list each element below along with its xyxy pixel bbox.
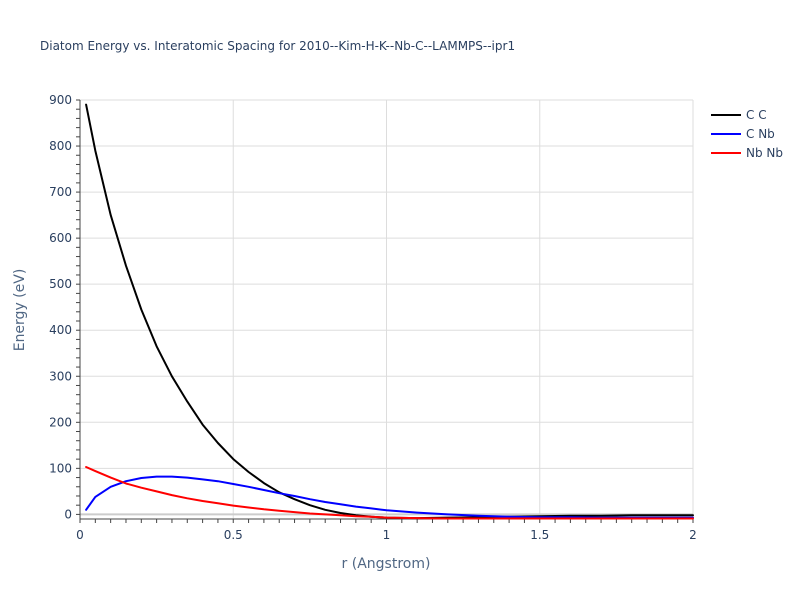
series-line-c-c [85, 103, 694, 520]
legend-item[interactable]: C Nb [711, 127, 775, 141]
grid-lines [80, 99, 694, 519]
legend-item[interactable]: C C [711, 108, 767, 122]
axes: 0 0.5 1 1.5 2 0 100 200 300 400 500 600 700 800 900 [49, 93, 697, 542]
legend-label: C Nb [746, 127, 775, 141]
y-tick-label: 500 [49, 277, 72, 291]
legend-item[interactable]: Nb Nb [711, 146, 783, 160]
x-tick-label: 0 [76, 528, 84, 542]
legend-label: Nb Nb [746, 146, 783, 160]
x-tick-label: 1.5 [530, 528, 549, 542]
plot-area [85, 103, 694, 520]
series-line-nb-nb [85, 466, 694, 520]
legend-label: C C [746, 108, 767, 122]
y-tick-label: 0 [64, 507, 72, 521]
y-tick-label: 700 [49, 185, 72, 199]
legend[interactable]: C C C Nb Nb Nb [711, 108, 783, 160]
y-tick-label: 900 [49, 93, 72, 107]
series-line-c-nb [85, 475, 694, 519]
y-tick-label: 200 [49, 415, 72, 429]
x-tick-label: 0.5 [224, 528, 243, 542]
x-tick-label: 1 [383, 528, 391, 542]
y-axis-title: Energy (eV) [12, 269, 28, 352]
y-tick-label: 300 [49, 369, 72, 383]
y-tick-label: 400 [49, 323, 72, 337]
y-tick-label: 800 [49, 139, 72, 153]
chart-title: Diatom Energy vs. Interatomic Spacing fo… [40, 39, 515, 53]
x-axis-title: r (Angstrom) [342, 556, 431, 572]
y-tick-label: 100 [49, 461, 72, 475]
x-tick-label: 2 [689, 528, 697, 542]
y-tick-label: 600 [49, 231, 72, 245]
